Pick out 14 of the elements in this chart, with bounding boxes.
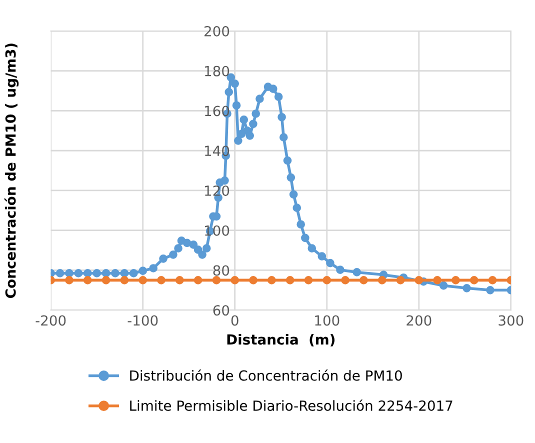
y-axis-title: Concentración de PM10 ( ug/m3) [4,44,19,298]
legend-label: Distribución de Concentración de PM10 [130,369,402,381]
y-tick-label: 200 [204,26,230,36]
y-tick-label: 180 [205,66,230,76]
x-tick-label: 300 [498,315,524,326]
legend-label: Limite Permisible Diario-Resolución 2254-2017 [130,400,452,411]
y-tick-label: 60 [213,305,230,316]
x-tick-label: 100 [315,315,340,326]
x-tick-label: -100 [128,315,158,326]
x-tick-label: 0 [231,315,238,326]
x-axis-title: Distancia (m) [227,334,335,346]
x-tick-label: -200 [36,315,66,326]
y-tick-label: 80 [213,265,230,276]
x-tick-label: 200 [406,315,432,326]
